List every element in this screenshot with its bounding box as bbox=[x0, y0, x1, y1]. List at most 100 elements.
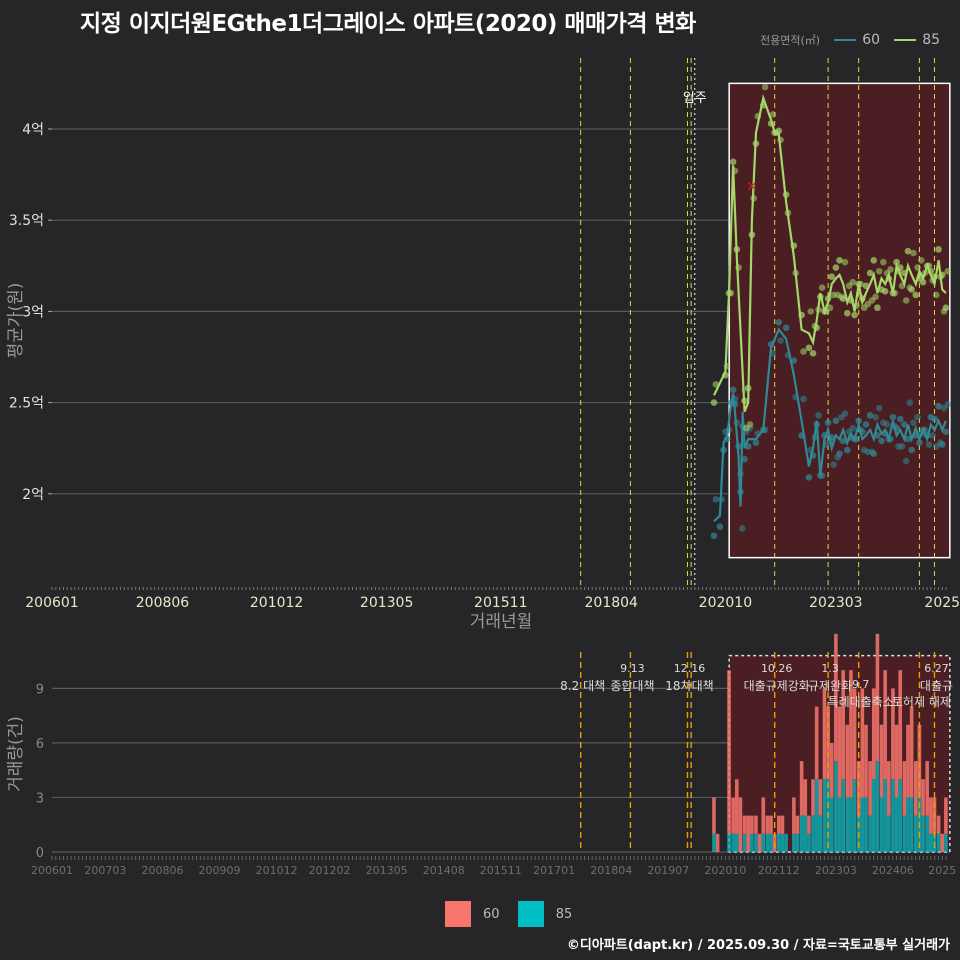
bar-60 bbox=[742, 815, 747, 834]
data-point-60 bbox=[862, 421, 870, 428]
x-tick-label: 201804 bbox=[585, 595, 639, 611]
data-point-85 bbox=[912, 291, 920, 299]
data-point-60 bbox=[942, 428, 950, 436]
bar-60 bbox=[909, 706, 914, 798]
event-label-date: 9.13 bbox=[620, 662, 645, 675]
data-point-60 bbox=[908, 446, 915, 454]
data-point-60 bbox=[870, 450, 878, 457]
data-point-85 bbox=[874, 304, 881, 312]
bar-85 bbox=[944, 833, 948, 852]
bar-60 bbox=[814, 706, 819, 780]
bar-60 bbox=[780, 815, 785, 834]
data-point-60 bbox=[872, 413, 879, 421]
data-point-60 bbox=[775, 319, 783, 326]
data-point-60 bbox=[832, 417, 840, 425]
bar-60 bbox=[921, 779, 925, 816]
bar-85 bbox=[879, 797, 884, 852]
bar-60 bbox=[913, 761, 918, 816]
data-point-85 bbox=[841, 258, 849, 266]
x-tick-label: 200703 bbox=[84, 864, 126, 877]
data-point-60 bbox=[904, 435, 912, 443]
data-point-60 bbox=[935, 402, 942, 410]
x-tick-label: 202010 bbox=[699, 595, 752, 611]
bar-85 bbox=[860, 797, 865, 852]
bar-60 bbox=[898, 670, 903, 780]
bar-85 bbox=[849, 797, 853, 852]
data-point-85 bbox=[775, 127, 783, 135]
bar-60 bbox=[738, 797, 743, 852]
bar-60 bbox=[944, 797, 948, 834]
bar-60 bbox=[731, 797, 735, 834]
bar-60 bbox=[734, 779, 739, 834]
bar-85 bbox=[829, 797, 834, 852]
data-point-85 bbox=[746, 421, 754, 428]
legend-top: 전용면적(㎡) 60 85 bbox=[760, 32, 946, 48]
legend-bottom-label-85: 85 bbox=[555, 906, 573, 922]
bar-85 bbox=[929, 833, 933, 852]
data-point-85 bbox=[933, 291, 940, 299]
bar-60 bbox=[792, 797, 796, 834]
event-label-name: 18차대책 bbox=[665, 678, 713, 693]
bar-60 bbox=[856, 761, 861, 816]
data-point-60 bbox=[883, 421, 891, 428]
bar-60 bbox=[936, 815, 941, 834]
event-label-name: 대출규 bbox=[920, 679, 953, 693]
x-tick-label: 200601 bbox=[25, 595, 78, 611]
data-point-60 bbox=[805, 474, 813, 481]
data-point-60 bbox=[902, 457, 910, 465]
bar-85 bbox=[822, 779, 827, 852]
data-point-85 bbox=[761, 83, 769, 91]
data-point-60 bbox=[800, 395, 807, 403]
data-point-60 bbox=[916, 439, 923, 447]
bar-85 bbox=[921, 815, 925, 852]
bar-60 bbox=[803, 779, 808, 816]
data-point-85 bbox=[919, 278, 927, 286]
x-tick-label: 202010 bbox=[704, 864, 746, 877]
bar-60 bbox=[894, 724, 899, 798]
data-point-60 bbox=[782, 324, 790, 332]
x-tick-label: 202303 bbox=[809, 595, 862, 611]
bar-60 bbox=[875, 633, 880, 762]
data-point-60 bbox=[752, 439, 760, 447]
x-tick-label: 201907 bbox=[647, 864, 689, 877]
legend-title: 전용면적(㎡) bbox=[760, 34, 821, 47]
data-point-85 bbox=[818, 284, 826, 291]
data-point-85 bbox=[805, 344, 813, 352]
legend-swatch-85 bbox=[517, 901, 544, 927]
x-tick-label: 200806 bbox=[141, 864, 183, 877]
data-point-60 bbox=[738, 525, 746, 532]
bar-85 bbox=[913, 815, 918, 852]
x-tick-label: 201012 bbox=[250, 595, 303, 611]
x-tick-label: 200601 bbox=[31, 864, 73, 877]
bar-60 bbox=[929, 797, 933, 834]
event-label-name: 규제완화 bbox=[808, 679, 852, 693]
bar-85 bbox=[807, 833, 811, 852]
data-point-85 bbox=[809, 350, 817, 357]
bar-85 bbox=[734, 833, 739, 852]
bar-85 bbox=[902, 815, 907, 852]
bar-60 bbox=[902, 761, 907, 816]
data-point-60 bbox=[901, 421, 908, 428]
x-tick-label: 200806 bbox=[136, 595, 190, 611]
bar-85 bbox=[845, 797, 850, 852]
bar-85 bbox=[769, 833, 773, 852]
data-point-85 bbox=[851, 311, 858, 319]
legend-swatch-60 bbox=[445, 901, 471, 927]
data-point-60 bbox=[866, 412, 874, 419]
legend-label-85: 85 bbox=[922, 32, 941, 48]
bar-85 bbox=[936, 833, 941, 852]
data-point-60 bbox=[878, 437, 885, 445]
bar-85 bbox=[799, 815, 804, 852]
bar-85 bbox=[891, 779, 895, 852]
bar-85 bbox=[811, 815, 815, 852]
data-point-85 bbox=[880, 258, 887, 266]
bar-60 bbox=[834, 633, 838, 762]
bar-60 bbox=[883, 670, 887, 780]
event-label-date: 10.26 bbox=[761, 662, 793, 675]
data-point-85 bbox=[800, 348, 807, 355]
data-point-60 bbox=[841, 410, 849, 417]
x-tick-label: 201511 bbox=[480, 864, 522, 877]
data-point-60 bbox=[898, 443, 906, 450]
bar-60 bbox=[845, 724, 850, 798]
bar-85 bbox=[712, 833, 716, 852]
